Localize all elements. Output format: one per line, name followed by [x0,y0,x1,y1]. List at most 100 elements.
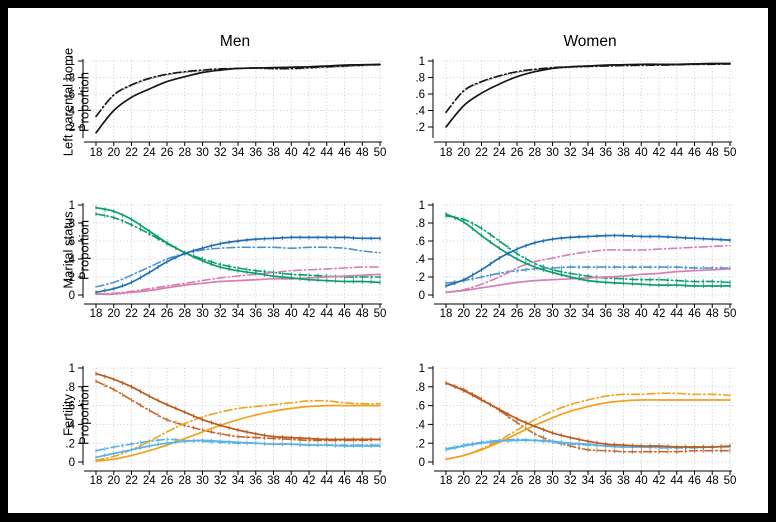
y-tick-label: 1 [69,200,75,212]
x-tick-label: 36 [599,475,612,487]
x-tick-label: 46 [688,308,701,320]
x-tick-label: 28 [528,308,541,320]
x-tick-label: 38 [617,147,630,159]
x-tick-label: 30 [196,308,209,320]
x-tick-label: 32 [214,147,227,159]
x-tick-label: 34 [582,475,595,487]
y-tick-label: .8 [65,73,75,85]
x-tick-label: 42 [303,147,316,159]
x-tick-label: 46 [338,147,351,159]
x-tick-label: 44 [320,147,333,159]
y-tick-label: .4 [65,106,75,118]
x-tick-label: 22 [125,147,138,159]
x-tick-label: 34 [232,308,245,320]
y-tick-label: .8 [415,73,425,85]
x-tick-label: 44 [670,147,683,159]
x-tick-label: 50 [724,308,737,320]
series-markers-sky-blue-solid [95,438,381,460]
series-line-black-dash [445,63,731,113]
y-tick-label: .6 [65,401,75,413]
x-tick-label: 48 [356,308,369,320]
series-markers-blue-solid [95,235,381,295]
y-tick-label: .4 [65,254,75,266]
y-tick-label: .8 [415,218,425,230]
y-tick-label: .2 [415,272,425,284]
x-tick-label: 32 [214,308,227,320]
x-tick-label: 24 [493,147,506,159]
series-line-amber-solid [445,399,731,461]
x-tick-label: 26 [161,147,174,159]
x-tick-label: 22 [475,308,488,320]
y-tick-label: .4 [415,420,425,432]
x-tick-label: 26 [511,308,524,320]
y-tick-label: .2 [415,122,425,134]
x-tick-label: 24 [143,147,156,159]
series-line-black-dash [95,63,381,118]
y-tick-label: 0 [69,290,75,302]
x-tick-label: 48 [706,475,719,487]
x-tick-label: 44 [670,475,683,487]
x-tick-label: 20 [107,475,120,487]
x-tick-label: 20 [457,475,470,487]
y-tick-label: .4 [65,420,75,432]
x-tick-label: 32 [564,308,577,320]
x-tick-label: 48 [356,475,369,487]
series-line-pink-solid [445,268,731,294]
y-tick-label: .2 [65,272,75,284]
y-tick-label: 0 [69,457,75,469]
x-tick-label: 22 [125,475,138,487]
x-tick-label: 36 [599,308,612,320]
series-markers-dark-orange-solid [445,380,731,450]
x-tick-label: 36 [249,147,262,159]
y-tick-label: 1 [419,200,425,212]
x-tick-label: 22 [125,308,138,320]
x-tick-label: 28 [528,147,541,159]
x-tick-label: 42 [303,475,316,487]
figure-canvas: Men Women Left parental home Proportion … [8,8,768,513]
x-tick-label: 42 [653,147,666,159]
x-tick-label: 20 [457,147,470,159]
x-tick-label: 36 [599,147,612,159]
column-title-women: Women [563,33,617,50]
x-tick-label: 48 [706,147,719,159]
series-line-amber-solid [95,404,381,462]
x-tick-label: 38 [267,475,280,487]
x-tick-label: 50 [374,475,387,487]
x-tick-label: 24 [143,308,156,320]
x-tick-label: 40 [285,475,298,487]
x-tick-label: 44 [670,308,683,320]
series-line-pink-solid [95,273,381,296]
x-tick-label: 40 [635,475,648,487]
y-tick-label: .6 [415,89,425,101]
y-tick-label: .8 [65,218,75,230]
x-tick-label: 30 [196,147,209,159]
series-markers-blue-solid [445,233,731,289]
charts-canvas: 1 .8 .6 .4 .2 18 20 22 24 26 28 30 32 34 36 38 40 42 44 46 4… [65,56,737,487]
series-line-black-solid [95,63,381,134]
series-line-pink-dash [95,266,381,295]
x-tick-label: 20 [457,308,470,320]
x-tick-label: 48 [706,308,719,320]
x-tick-label: 38 [617,308,630,320]
x-tick-label: 36 [249,308,262,320]
x-tick-label: 18 [90,475,103,487]
x-tick-label: 20 [107,147,120,159]
x-tick-label: 26 [511,475,524,487]
x-tick-label: 30 [546,147,559,159]
x-tick-label: 30 [196,475,209,487]
x-tick-label: 26 [161,475,174,487]
y-tick-label: 1 [419,56,425,68]
y-tick-label: .4 [415,254,425,266]
x-tick-label: 48 [356,147,369,159]
x-tick-label: 18 [440,147,453,159]
x-tick-label: 30 [546,308,559,320]
series-line-black-solid [445,62,731,128]
y-tick-label: .6 [65,89,75,101]
y-tick-label: .6 [415,401,425,413]
series-markers-dark-orange-solid [95,371,381,442]
series-line-amber-dash [95,399,381,461]
x-tick-label: 50 [724,147,737,159]
y-tick-label: 0 [419,290,425,302]
x-tick-label: 34 [582,308,595,320]
